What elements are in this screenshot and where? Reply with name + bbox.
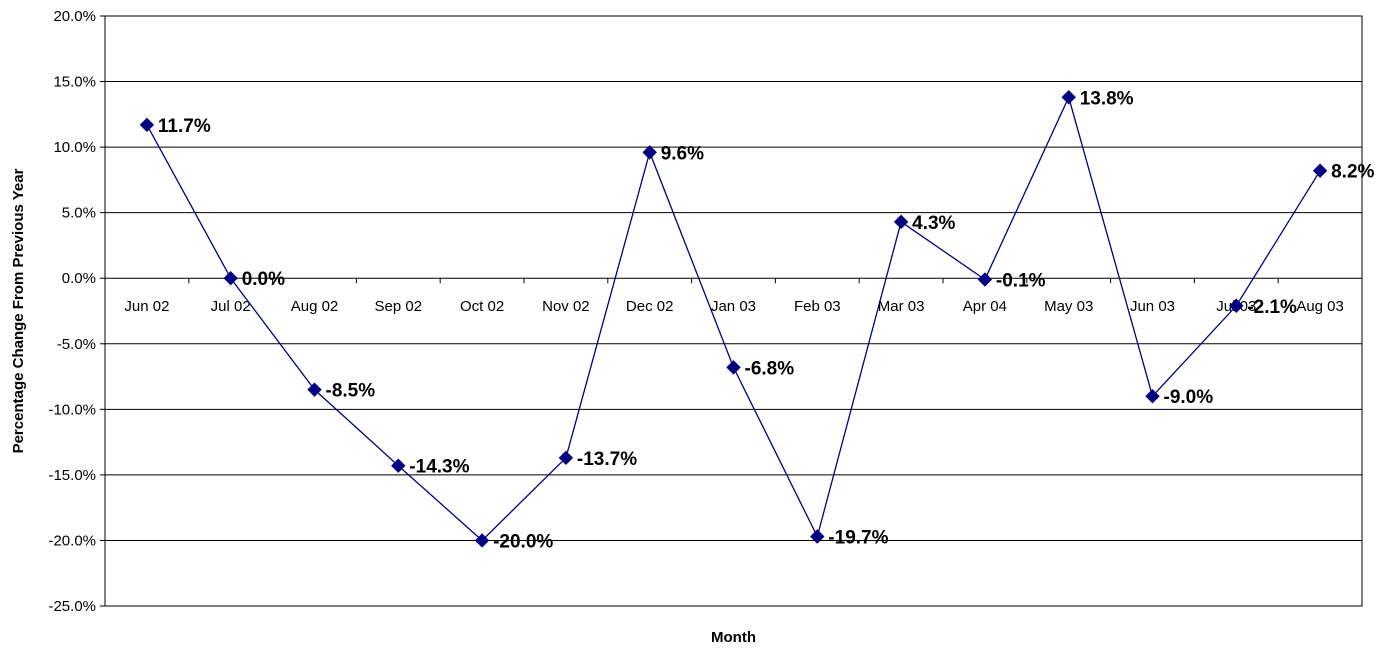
data-point-marker	[810, 529, 825, 544]
data-point-marker	[1229, 298, 1244, 313]
data-label: 8.2%	[1331, 162, 1374, 183]
y-tick-label: -15.0%	[48, 467, 96, 484]
x-tick-label: Jun 02	[124, 298, 169, 315]
data-label: -14.3%	[409, 457, 469, 478]
x-tick-label: Nov 02	[542, 298, 590, 315]
x-tick-label: Aug 02	[291, 298, 339, 315]
series-line	[146, 95, 1321, 542]
data-label: -19.7%	[828, 528, 888, 549]
data-label: 4.3%	[912, 213, 955, 234]
data-label: -2.1%	[1247, 297, 1297, 318]
data-point-marker	[977, 272, 993, 287]
x-tick-label: May 03	[1044, 298, 1093, 315]
gridlines	[105, 81, 1362, 541]
data-label: -6.8%	[745, 358, 795, 379]
y-tick-label: 5.0%	[62, 205, 96, 222]
data-point-marker	[139, 117, 155, 133]
data-label: 11.7%	[158, 116, 211, 137]
x-axis-title: Month	[711, 629, 756, 646]
data-point-marker	[223, 271, 238, 286]
y-axis-ticks: 20.0% 15.0% 10.0% 5.0% 0.0% -5.0% -10.0% -15.0%…	[48, 8, 105, 615]
y-tick-label: -20.0%	[48, 532, 96, 549]
data-label: 13.8%	[1080, 88, 1134, 109]
data-markers	[139, 90, 1328, 548]
y-tick-label: 10.0%	[53, 139, 96, 156]
data-label: -13.7%	[577, 449, 637, 470]
data-point-marker	[726, 360, 741, 375]
x-tick-label: Apr 04	[963, 298, 1007, 315]
data-point-marker	[474, 533, 490, 548]
data-label: -8.5%	[326, 381, 376, 402]
x-tick-label: Oct 02	[460, 298, 504, 315]
data-point-marker	[307, 382, 322, 397]
x-tick-label: Jan 03	[711, 298, 756, 315]
data-point-marker	[558, 450, 574, 466]
data-point-marker	[642, 145, 657, 160]
y-axis-title: Percentage Change From Previous Year	[10, 168, 27, 453]
x-tick-label: Mar 03	[878, 298, 925, 315]
y-tick-label: 15.0%	[53, 74, 96, 91]
y-tick-label: 20.0%	[53, 8, 96, 25]
data-label: 0.0%	[242, 269, 285, 290]
data-label: -9.0%	[1164, 387, 1214, 408]
x-tick-label: Sep 02	[375, 298, 423, 315]
data-labels: 11.7% 0.0% -8.5% -14.3% -20.0% -13.7% 9.6% -6.8…	[158, 88, 1375, 552]
y-tick-label: -10.0%	[48, 401, 96, 418]
plot-area-border	[104, 15, 1363, 607]
data-label: 9.6%	[661, 143, 704, 164]
data-point-marker	[1312, 163, 1328, 178]
x-axis-ticks: Jun 02 Jul 02 Aug 02 Sep 02 Oct 02 Nov 02 Dec …	[104, 278, 1363, 315]
x-tick-label: Jun 03	[1130, 298, 1175, 315]
data-point-marker	[391, 458, 406, 473]
data-label: -0.1%	[996, 271, 1046, 292]
x-tick-label: Feb 03	[794, 298, 841, 315]
y-tick-label: -5.0%	[57, 336, 96, 353]
x-tick-label: Dec 02	[626, 298, 674, 315]
data-label: -20.0%	[493, 531, 553, 552]
y-tick-label: 0.0%	[62, 270, 96, 287]
data-point-marker	[893, 214, 909, 230]
x-tick-label: Aug 03	[1296, 298, 1344, 315]
y-tick-label: -25.0%	[48, 598, 96, 615]
data-point-marker	[1061, 90, 1076, 105]
data-point-marker	[1145, 389, 1160, 404]
x-tick-label: Jul 02	[211, 298, 251, 315]
